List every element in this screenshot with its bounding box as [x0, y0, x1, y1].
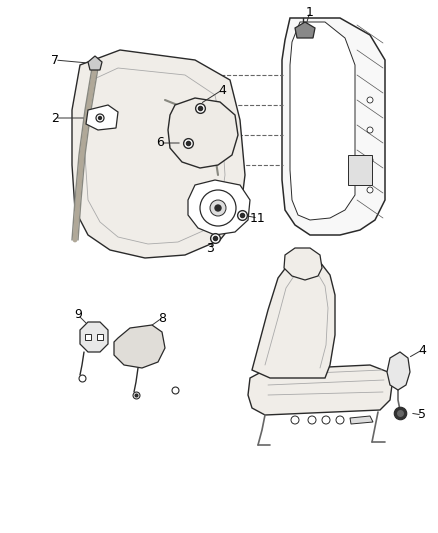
- Polygon shape: [387, 352, 410, 390]
- Polygon shape: [248, 365, 392, 415]
- Circle shape: [367, 187, 373, 193]
- Circle shape: [367, 127, 373, 133]
- Circle shape: [200, 190, 236, 226]
- Text: 11: 11: [250, 212, 266, 224]
- Polygon shape: [168, 98, 238, 168]
- Polygon shape: [284, 248, 322, 280]
- Polygon shape: [86, 105, 118, 130]
- Polygon shape: [80, 322, 108, 352]
- Circle shape: [367, 97, 373, 103]
- Text: 5: 5: [418, 408, 426, 422]
- Polygon shape: [188, 180, 250, 235]
- Circle shape: [96, 114, 104, 122]
- Text: 9: 9: [74, 309, 82, 321]
- Polygon shape: [252, 258, 335, 378]
- Text: 1: 1: [306, 5, 314, 19]
- Text: 4: 4: [418, 343, 426, 357]
- Polygon shape: [114, 325, 165, 368]
- Text: 4: 4: [218, 84, 226, 96]
- Circle shape: [336, 416, 344, 424]
- Text: 6: 6: [156, 136, 164, 149]
- Circle shape: [291, 416, 299, 424]
- Text: 8: 8: [158, 311, 166, 325]
- Circle shape: [367, 157, 373, 163]
- Polygon shape: [290, 22, 355, 220]
- Polygon shape: [348, 155, 372, 185]
- Polygon shape: [88, 56, 102, 70]
- Polygon shape: [350, 416, 373, 424]
- Text: 7: 7: [51, 53, 59, 67]
- Polygon shape: [72, 50, 245, 258]
- Circle shape: [322, 416, 330, 424]
- Polygon shape: [282, 18, 385, 235]
- Text: 3: 3: [206, 241, 214, 254]
- Text: 2: 2: [51, 111, 59, 125]
- Polygon shape: [295, 22, 315, 38]
- Circle shape: [210, 200, 226, 216]
- Circle shape: [308, 416, 316, 424]
- Circle shape: [99, 117, 102, 119]
- Circle shape: [215, 205, 221, 211]
